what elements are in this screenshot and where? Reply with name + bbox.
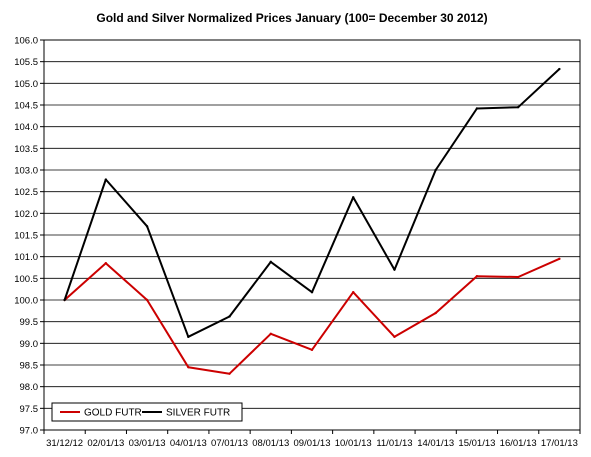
x-tick-label: 03/01/13: [129, 438, 166, 449]
data-point-silver: [393, 268, 396, 271]
data-point-gold: [310, 348, 314, 352]
data-point-gold: [393, 335, 396, 339]
data-point-gold: [434, 311, 437, 315]
data-point-silver: [228, 315, 231, 318]
x-tick-label: 09/01/13: [294, 438, 331, 449]
data-point-silver: [558, 67, 561, 71]
data-point-silver: [104, 178, 108, 181]
y-tick-label: 103.5: [14, 144, 38, 155]
y-tick-label: 100.0: [14, 296, 38, 307]
x-tick-label: 11/01/13: [376, 438, 412, 449]
data-point-gold: [104, 261, 108, 265]
data-point-gold: [145, 298, 149, 302]
y-tick-label: 97.0: [20, 426, 39, 437]
y-tick-label: 102.0: [14, 209, 38, 220]
x-tick-label: 17/01/13: [541, 438, 578, 449]
data-point-gold: [187, 365, 190, 369]
x-axis: 31/12/12 02/01/13 03/01/13 04/01/13 07/01/13…: [43, 430, 581, 449]
data-point-silver: [145, 225, 149, 228]
x-tick-label: 08/01/13: [252, 438, 289, 449]
y-tick-label: 102.5: [14, 187, 38, 198]
y-tick-label: 99.5: [20, 317, 39, 328]
data-point-gold: [352, 291, 355, 294]
series-line-gold: [63, 257, 560, 375]
y-tick-label: 103.0: [14, 166, 38, 177]
y-tick-label: 97.5: [20, 404, 39, 415]
x-tick-label: 31/12/12: [46, 438, 83, 449]
y-tick-label: 101.0: [14, 252, 38, 263]
x-tick-label: 14/01/13: [417, 438, 454, 449]
y-tick-label: 98.5: [20, 361, 39, 372]
y-tick-label: 106.0: [14, 36, 38, 47]
gridlines: [44, 61, 580, 409]
legend-label-gold: GOLD FUTR: [84, 408, 142, 419]
data-point-silver: [310, 291, 314, 294]
x-tick-label: 10/01/13: [335, 438, 372, 449]
chart-title: Gold and Silver Normalized Prices Januar…: [96, 11, 487, 25]
y-tick-label: 101.5: [14, 231, 38, 242]
y-tick-label: 104.0: [14, 122, 38, 133]
data-point-silver: [269, 260, 272, 264]
y-axis: 97.0 97.5 98.0 98.5 99.0 99.5 100.0 100.5 101.0 1…: [14, 36, 44, 437]
y-tick-label: 105.5: [14, 57, 38, 68]
series-layer: [63, 67, 561, 375]
data-point-silver: [187, 335, 190, 339]
x-tick-label: 15/01/13: [458, 438, 495, 449]
data-point-gold: [558, 257, 561, 261]
x-tick-label: 04/01/13: [170, 438, 207, 449]
legend: GOLD FUTR SILVER FUTR: [51, 402, 243, 422]
series-line-silver: [63, 68, 561, 338]
y-tick-label: 100.5: [14, 274, 38, 285]
y-tick-label: 104.5: [14, 101, 38, 112]
y-tick-label: 105.0: [14, 79, 38, 90]
data-point-silver: [434, 168, 437, 172]
data-point-gold: [475, 274, 479, 278]
data-point-silver: [516, 105, 520, 109]
data-point-silver: [475, 107, 479, 110]
data-point-gold: [269, 332, 272, 335]
data-point-gold: [228, 372, 231, 375]
data-point-silver: [352, 196, 355, 199]
x-tick-label: 07/01/13: [211, 438, 248, 449]
x-tick-label: 16/01/13: [500, 438, 537, 449]
data-point-silver: [63, 298, 66, 302]
x-tick-label: 02/01/13: [87, 438, 124, 449]
y-tick-label: 99.0: [20, 339, 39, 350]
legend-label-silver: SILVER FUTR: [166, 408, 230, 419]
y-tick-label: 98.0: [20, 382, 39, 393]
data-point-gold: [516, 275, 520, 279]
